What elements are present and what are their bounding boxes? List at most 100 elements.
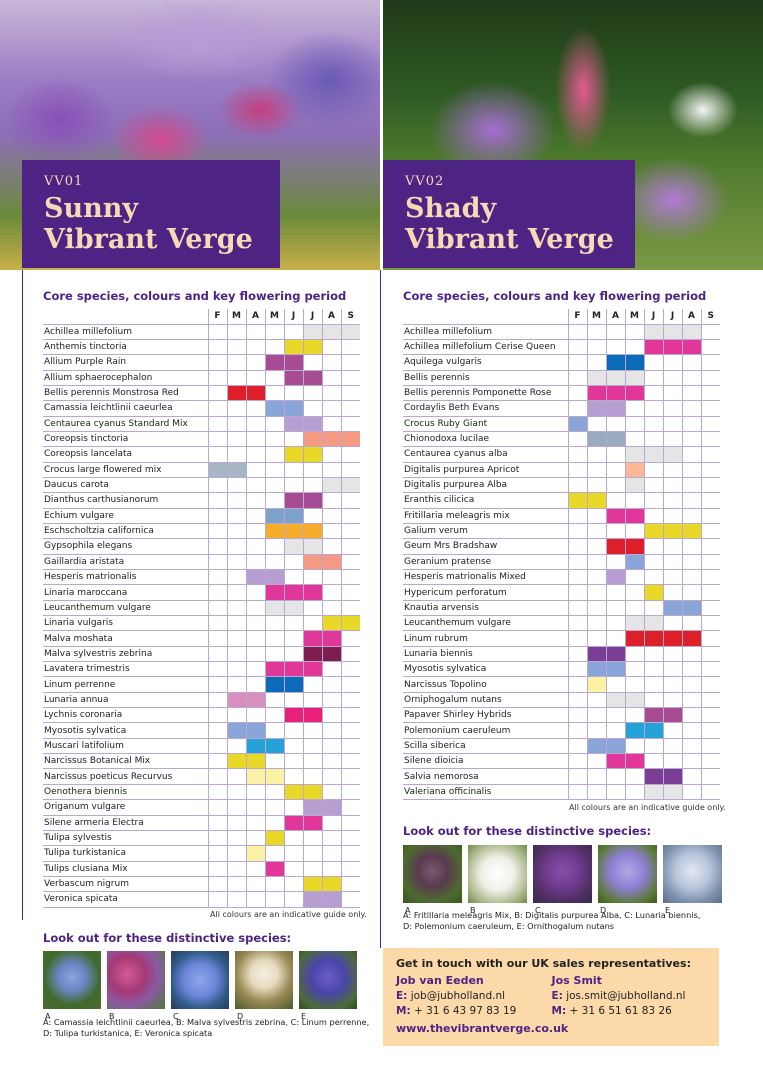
rep1-name: Job van Eeden [396,974,484,987]
flowering-cell [245,354,265,371]
flowering-cell [567,354,587,371]
flowering-cell [700,523,720,540]
species-row: Hesperis matrionalis [43,569,360,586]
flowering-cell [207,876,227,893]
flowering-cell [302,676,322,693]
species-name: Muscari latifolium [43,738,208,755]
species-row: Leucanthemum vulgare [43,600,360,617]
shady-thumb-label: D [600,906,607,915]
species-row: Daucus carota [43,477,360,494]
flowering-cell [245,477,265,494]
species-name: Cordaylis Beth Evans [403,400,568,417]
flowering-cell [283,324,303,340]
flowering-cell [264,554,284,571]
flowering-cell [643,768,663,785]
rep2-email-link[interactable]: jos.smit@jubholland.nl [566,990,686,1002]
species-row: Achillea millefolium [43,324,360,340]
flowering-cell [662,722,682,739]
flowering-cell [283,661,303,678]
species-row: Geranium pratense [403,554,720,571]
flowering-cell [321,646,341,663]
flowering-cell [586,753,606,770]
flowering-cell [207,492,227,509]
species-row: Tulipa turkistanica [43,845,360,862]
shady-code: VV02 [405,174,445,189]
flowering-cell [340,722,360,739]
species-row: Centaurea cyanus alba [403,446,720,463]
flowering-cell [226,768,246,785]
species-name: Geranium pratense [403,554,568,571]
flowering-cell [662,354,682,371]
flowering-cell [586,630,606,647]
website-link[interactable]: www.thevibrantverge.co.uk [396,1022,569,1035]
flowering-cell [207,707,227,724]
flowering-cell [567,600,587,617]
flowering-cell [321,707,341,724]
flowering-cell [264,676,284,693]
flowering-cell [624,508,644,524]
flowering-cell [207,324,227,340]
flowering-cell [643,676,663,693]
species-name: Dianthus carthusianorum [43,492,208,509]
species-row: Silene armeria Electra [43,815,360,831]
flowering-cell [643,554,663,571]
flowering-cell [700,661,720,678]
species-name: Linaria maroccana [43,584,208,601]
species-name: Aquilega vulgaris [403,354,568,371]
flowering-cell [605,492,625,509]
flowering-cell [624,784,644,801]
flowering-cell [340,707,360,724]
flowering-cell [340,861,360,877]
flowering-cell [245,569,265,586]
rep1-phone[interactable]: + 31 6 43 97 83 19 [414,1005,517,1017]
flowering-cell [586,646,606,663]
flowering-cell [643,416,663,432]
flowering-cell [226,600,246,617]
flowering-cell [586,354,606,371]
shady-note: All colours are an indicative guide only… [569,803,726,812]
flowering-cell [207,799,227,816]
flowering-cell [567,569,587,586]
flowering-cell [643,431,663,448]
species-name: Narcissus poeticus Recurvus [43,768,208,785]
flowering-cell [321,538,341,555]
flowering-cell [264,768,284,785]
sunny-thumb-e: E [299,951,357,1021]
flowering-cell [681,385,701,402]
flowering-cell [567,462,587,478]
month-header: J [283,309,303,325]
flowering-cell [605,339,625,356]
species-row: Anthemis tinctoria [43,339,360,356]
flowering-cell [302,646,322,663]
flowering-cell [302,815,322,831]
flowering-cell [302,416,322,432]
flowering-cell [605,676,625,693]
flowering-cell [302,385,322,402]
species-name: Veronica spicata [43,891,208,908]
flowering-cell [681,416,701,432]
rep2-phone[interactable]: + 31 6 51 61 83 26 [569,1005,672,1017]
flowering-cell [681,339,701,356]
flowering-cell [567,738,587,755]
flowering-cell [681,508,701,524]
flowering-cell [567,523,587,540]
flowering-cell [302,477,322,494]
flowering-cell [245,799,265,816]
species-name: Salvia nemorosa [403,768,568,785]
species-row: Knautia arvensis [403,600,720,617]
flowering-cell [662,661,682,678]
flowering-cell [207,339,227,356]
flowering-cell [264,615,284,632]
flowering-cell [245,615,265,632]
species-column-header [43,309,208,325]
species-name: Valeriana officinalis [403,784,568,801]
flowering-cell [624,615,644,632]
rep1-email-link[interactable]: job@jubholland.nl [410,990,506,1002]
flowering-cell [567,584,587,601]
flowering-cell [700,538,720,555]
flowering-cell [245,830,265,847]
flowering-cell [340,523,360,540]
flowering-cell [624,416,644,432]
flowering-cell [207,753,227,770]
species-name: Digitalis purpurea Alba [403,477,568,494]
